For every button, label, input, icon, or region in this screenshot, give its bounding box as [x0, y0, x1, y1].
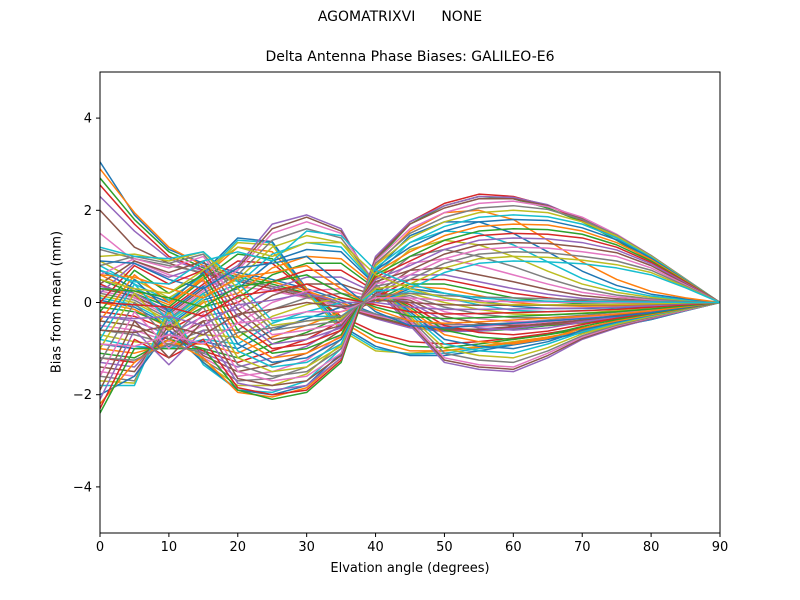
y-tick-label: 2: [84, 204, 92, 219]
y-tick-label: 4: [84, 112, 92, 127]
series-line-51: [100, 218, 720, 364]
series-line-47: [100, 200, 720, 382]
x-tick-label: 20: [230, 540, 247, 555]
y-tick-label: 0: [84, 296, 92, 311]
series-line-55: [100, 237, 720, 345]
x-tick-label: 0: [96, 540, 104, 555]
series-line-65: [100, 292, 720, 327]
series-line-62: [100, 264, 720, 324]
series-line-57: [100, 246, 720, 336]
x-tick-label: 40: [367, 540, 384, 555]
series-line-67: [100, 297, 720, 348]
x-tick-label: 30: [298, 540, 315, 555]
x-tick-label: 10: [161, 540, 178, 555]
x-axis: 0 10 20 30 40 50 60 70 80 90: [96, 533, 728, 555]
series-line-45: [100, 195, 720, 400]
series-line-58: [100, 251, 720, 331]
series-line-41: [100, 221, 720, 396]
x-tick-label: 80: [643, 540, 660, 555]
series-line-68: [100, 292, 720, 361]
x-tick-label: 90: [712, 540, 729, 555]
series-line-49: [100, 209, 720, 373]
x-axis-label: Elvation angle (degrees): [330, 561, 490, 576]
figure-suptitle: AGOMATRIXVI NONE: [0, 9, 800, 25]
series-line-24: [100, 269, 720, 336]
x-tick-label: 60: [505, 540, 522, 555]
series-line-63: [100, 274, 720, 320]
suptitle-part-1: AGOMATRIXVI: [317, 9, 416, 25]
series-line-52: [100, 223, 720, 359]
series-line-22: [100, 255, 720, 345]
series-line-42: [100, 209, 720, 405]
y-axis-label: Bias from mean (mm): [49, 230, 65, 374]
x-tick-label: 70: [574, 540, 591, 555]
y-tick-label: −2: [73, 388, 92, 403]
suptitle-part-2: NONE: [441, 9, 483, 25]
y-tick-label: −4: [73, 480, 92, 495]
series-line-70: [100, 230, 720, 304]
series-line-53: [100, 227, 720, 354]
y-axis: −4 −2 0 2 4: [73, 112, 100, 495]
series-line-64: [100, 283, 720, 318]
series-group: [100, 161, 720, 414]
chart-title: Delta Antenna Phase Biases: GALILEO-E6: [265, 49, 555, 65]
series-line-50: [100, 214, 720, 368]
series-line-61: [100, 255, 720, 329]
x-tick-label: 50: [436, 540, 453, 555]
series-line-69: [100, 241, 720, 306]
